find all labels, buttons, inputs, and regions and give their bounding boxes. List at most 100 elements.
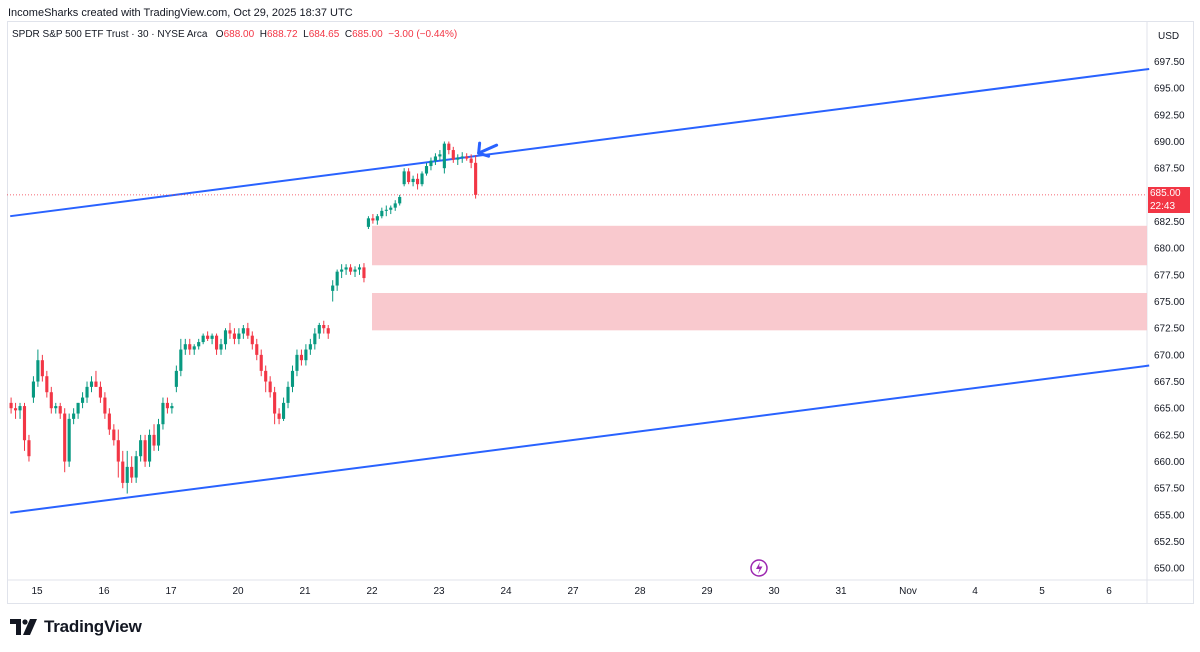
- candle-body: [13, 408, 18, 411]
- candle-body: [415, 178, 420, 185]
- candle-body: [54, 406, 58, 409]
- price-tick-label: 677.50: [1154, 270, 1185, 281]
- low-value: 684.65: [308, 29, 340, 40]
- candle-body: [264, 370, 268, 382]
- candle-body: [89, 381, 94, 387]
- candle-body: [451, 150, 455, 160]
- candle-body: [188, 344, 192, 350]
- candle-body: [331, 285, 335, 291]
- candle-body: [223, 330, 228, 345]
- candle-body: [420, 173, 424, 185]
- candle-body: [447, 143, 451, 151]
- candle-body: [442, 143, 446, 169]
- close-value: 685.00: [352, 29, 383, 40]
- candle-body: [179, 349, 183, 371]
- candle-body: [156, 424, 161, 446]
- resistance-zone: [372, 225, 1147, 266]
- candle-body: [116, 440, 120, 462]
- time-tick-label: 17: [165, 586, 177, 597]
- candle-body: [362, 267, 366, 279]
- candle-body: [125, 466, 129, 483]
- candle-body: [67, 418, 71, 462]
- price-tick-label: 667.50: [1154, 377, 1185, 388]
- candle-body: [371, 218, 375, 221]
- candle-body: [237, 333, 241, 339]
- candle-body: [85, 386, 89, 398]
- price-tick-label: 697.50: [1154, 57, 1185, 68]
- price-tick-label: 655.00: [1154, 510, 1185, 521]
- candle-body: [277, 413, 281, 419]
- candle-body: [107, 413, 111, 430]
- time-tick-label: 23: [433, 586, 445, 597]
- candle-body: [143, 440, 147, 462]
- price-tick-label: 695.00: [1154, 84, 1185, 95]
- candle-body: [389, 207, 393, 210]
- candle-body: [281, 402, 286, 419]
- candle-body: [72, 413, 76, 419]
- candle-body: [98, 386, 102, 398]
- price-tick-label: 660.00: [1154, 457, 1185, 468]
- resistance-zone: [372, 292, 1147, 331]
- candle-body: [353, 269, 357, 272]
- time-tick-label: 20: [232, 586, 244, 597]
- candle-body: [366, 218, 370, 227]
- candle-body: [380, 210, 384, 217]
- candle-body: [152, 434, 156, 446]
- candle-body: [317, 324, 321, 334]
- candle-body: [326, 328, 330, 334]
- candle-body: [206, 335, 210, 339]
- event-icon-bolt: [756, 562, 763, 574]
- candle-body: [424, 166, 429, 174]
- candle-body: [134, 456, 138, 478]
- candle-body: [130, 466, 134, 478]
- high-label: H: [259, 29, 267, 40]
- tradingview-logo[interactable]: TradingView: [10, 617, 142, 637]
- candle-body: [286, 386, 290, 403]
- low-label: L: [303, 29, 309, 40]
- candle-body: [456, 157, 460, 160]
- candle-body: [433, 156, 437, 161]
- time-tick-label: 29: [701, 586, 713, 597]
- candle-body: [58, 406, 62, 414]
- currency-label[interactable]: USD: [1158, 31, 1180, 42]
- candle-body: [290, 370, 295, 387]
- candle-body: [228, 330, 232, 334]
- candle-body: [219, 344, 223, 350]
- candle-body: [304, 349, 308, 361]
- candle-body: [27, 440, 31, 457]
- candle-body: [474, 162, 478, 195]
- change-value: −3.00 (−0.44%): [388, 29, 458, 40]
- price-tick-label: 672.50: [1154, 324, 1185, 335]
- time-tick-label: 24: [500, 586, 512, 597]
- candle-body: [147, 434, 152, 462]
- candle-body: [112, 429, 116, 441]
- symbol-label[interactable]: SPDR S&P 500 ETF Trust · 30 · NYSE Arca: [12, 29, 208, 40]
- candle-body: [36, 360, 40, 382]
- candle-body: [308, 344, 312, 350]
- brand-text: TradingView: [44, 617, 142, 636]
- high-value: 688.72: [266, 29, 298, 40]
- candle-body: [344, 267, 348, 270]
- candle-body: [273, 392, 277, 414]
- candle-body: [40, 360, 44, 377]
- candle-body: [375, 216, 379, 221]
- price-tick-label: 675.00: [1154, 297, 1185, 308]
- candle-body: [384, 209, 388, 211]
- candle-body: [63, 413, 67, 462]
- candle-body: [210, 335, 214, 339]
- time-tick-label: 27: [567, 586, 579, 597]
- candle-body: [255, 344, 259, 355]
- candle-body: [398, 196, 402, 204]
- annotation-arrow: [477, 141, 499, 158]
- candle-body: [232, 333, 236, 339]
- candle-body: [460, 156, 464, 158]
- candle-body: [139, 440, 143, 457]
- candle-body: [402, 171, 406, 185]
- price-tick-label: 682.50: [1154, 217, 1185, 228]
- chart-credit: IncomeSharks created with TradingView.co…: [8, 7, 353, 19]
- candle-body: [299, 354, 303, 361]
- candle-body: [411, 178, 415, 183]
- price-tick-label: 687.50: [1154, 164, 1185, 175]
- candle-body: [407, 171, 411, 183]
